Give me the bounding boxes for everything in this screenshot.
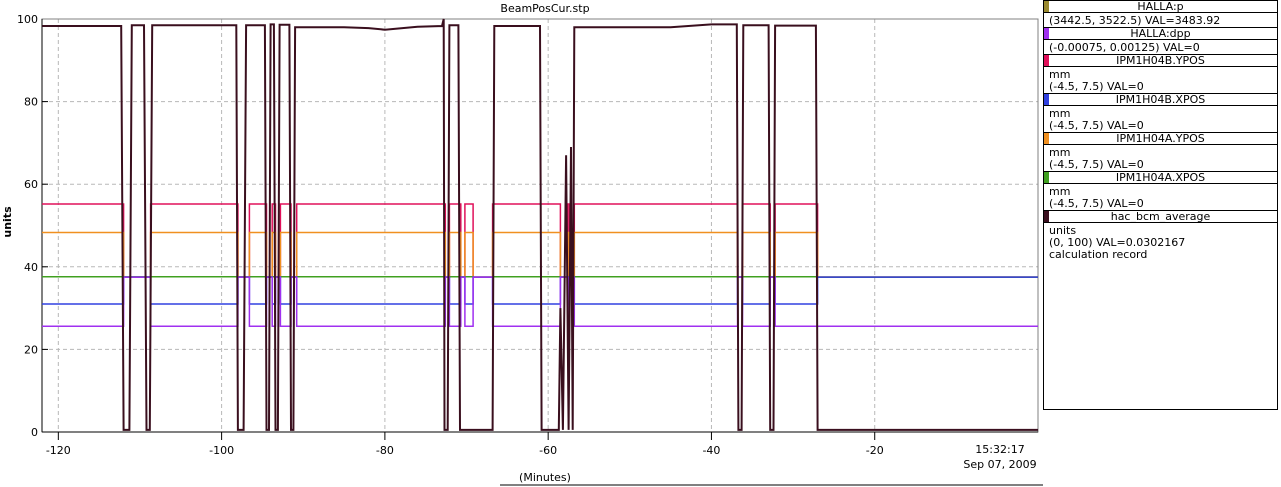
- y-tick-label: 100: [17, 13, 38, 26]
- x-tick-label: -40: [702, 444, 720, 457]
- legend-title-bar[interactable]: HALLA:dpp: [1043, 27, 1278, 40]
- timestamp-date: Sep 07, 2009: [963, 458, 1036, 471]
- strip-chart: BeamPosCur.stp units (Minutes) 15:32:17 …: [1, 2, 1043, 486]
- legend-detail-line: (-4.5, 7.5) VAL=0: [1049, 80, 1144, 93]
- x-tick-label: -60: [539, 444, 557, 457]
- legend-detail-line: (-4.5, 7.5) VAL=0: [1049, 119, 1144, 132]
- legend-title: hac_bcm_average: [1110, 210, 1211, 223]
- legend-detail-line: units: [1049, 224, 1077, 237]
- x-tick-label: -20: [866, 444, 884, 457]
- legend-panel: HALLA:p (3442.5, 3522.5) VAL=3483.92 HALLA…: [1043, 0, 1281, 487]
- y-tick-label: 20: [24, 343, 38, 356]
- y-tick-label: 0: [31, 426, 38, 439]
- legend-detail-line: (-4.5, 7.5) VAL=0: [1049, 197, 1144, 210]
- legend-title-bar[interactable]: hac_bcm_average: [1043, 210, 1278, 223]
- legend-detail-line: calculation record: [1049, 248, 1148, 261]
- legend-color-swatch: [1044, 172, 1049, 183]
- legend-title-bar[interactable]: IPM1H04A.YPOS: [1043, 132, 1278, 145]
- series-layer: [42, 18, 1038, 431]
- legend-detail-line: (3442.5, 3522.5) VAL=3483.92: [1049, 14, 1221, 27]
- chart-title: BeamPosCur.stp: [500, 2, 589, 15]
- legend-title-bar[interactable]: IPM1H04B.XPOS: [1043, 93, 1278, 106]
- y-tick-label: 40: [24, 261, 38, 274]
- series-line-ipm1h04b-xpos: [42, 276, 1038, 305]
- legend-title: IPM1H04A.XPOS: [1115, 171, 1206, 184]
- legend-title: IPM1H04B.XPOS: [1115, 93, 1206, 106]
- legend-detail-line: mm: [1049, 185, 1071, 198]
- legend-detail-line: (-0.00075, 0.00125) VAL=0: [1049, 41, 1200, 54]
- x-tick-label: -120: [46, 444, 71, 457]
- legend-color-swatch: [1044, 1, 1049, 12]
- legend-color-swatch: [1044, 211, 1049, 222]
- y-axis-label: units: [1, 206, 14, 238]
- legend-detail-line: mm: [1049, 68, 1071, 81]
- legend-color-swatch: [1044, 133, 1049, 144]
- legend-title-bar[interactable]: IPM1H04B.YPOS: [1043, 54, 1278, 67]
- legend-detail-line: mm: [1049, 146, 1071, 159]
- axes: 0 20 40 60 80 100 -120 -100 -80 -60 -40 -20: [17, 13, 1039, 457]
- legend-detail-line: mm: [1049, 107, 1071, 120]
- y-tick-label: 60: [24, 178, 38, 191]
- legend-detail-line: (0, 100) VAL=0.0302167: [1049, 236, 1186, 249]
- y-tick-label: 80: [24, 96, 38, 109]
- legend-detail-line: (-4.5, 7.5) VAL=0: [1049, 158, 1144, 171]
- series-line-hac-bcm-average: [42, 18, 1038, 431]
- series-line-halla-dpp: [42, 276, 1038, 328]
- x-axis-label: (Minutes): [519, 471, 571, 484]
- legend-color-swatch: [1044, 55, 1049, 66]
- legend-title-bar[interactable]: HALLA:p: [1043, 0, 1278, 13]
- legend-title: IPM1H04A.YPOS: [1116, 132, 1205, 145]
- x-tick-label: -100: [209, 444, 234, 457]
- legend-title: IPM1H04B.YPOS: [1116, 54, 1205, 67]
- legend-title: HALLA:dpp: [1130, 27, 1191, 40]
- timestamp-time: 15:32:17: [975, 443, 1024, 456]
- legend-color-swatch: [1044, 28, 1049, 39]
- legend-title: HALLA:p: [1137, 0, 1184, 13]
- x-tick-label: -80: [376, 444, 394, 457]
- legend-title-bar[interactable]: IPM1H04A.XPOS: [1043, 171, 1278, 184]
- legend-color-swatch: [1044, 94, 1049, 105]
